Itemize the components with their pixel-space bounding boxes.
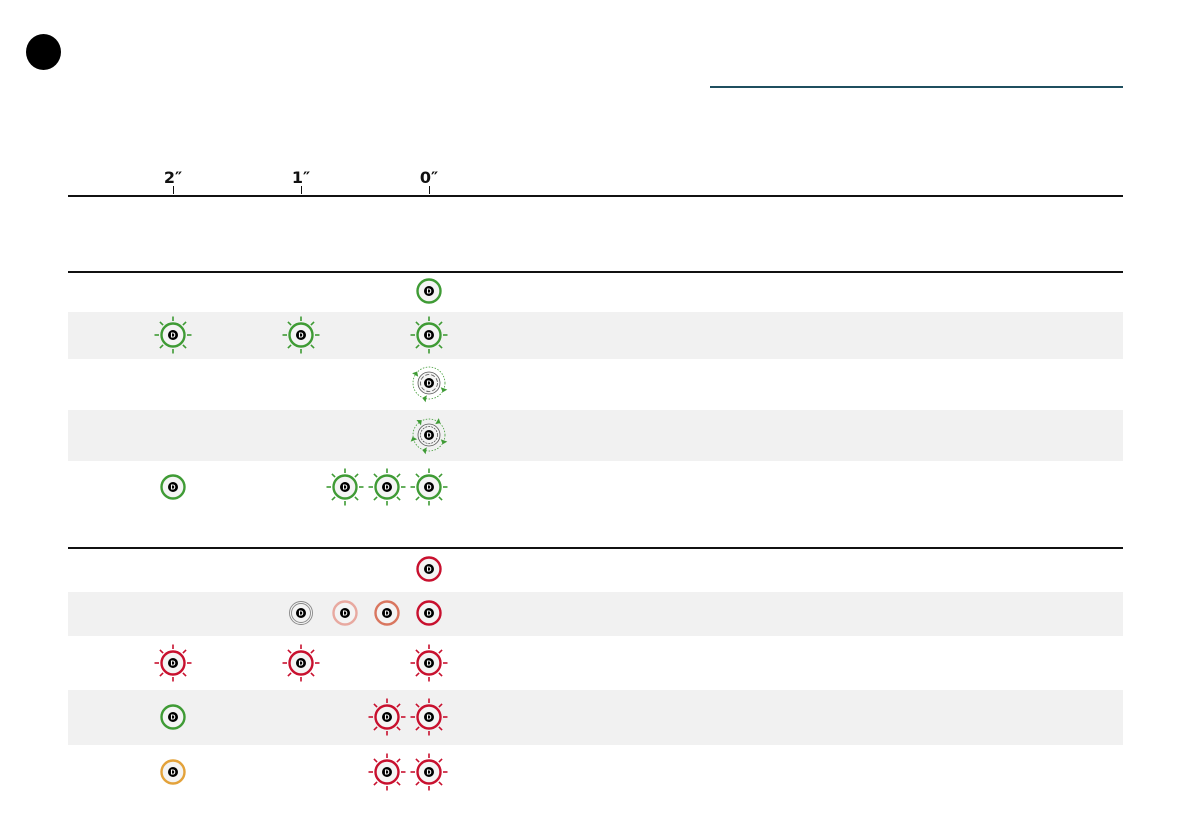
- tick-label: 2″: [163, 168, 183, 187]
- indicator-flash-green-icon: D: [154, 316, 192, 354]
- svg-text:D: D: [426, 485, 431, 492]
- table-row: [68, 359, 1123, 410]
- svg-text:D: D: [384, 715, 389, 722]
- group-divider: [68, 547, 1123, 549]
- axis-line: [68, 195, 1123, 197]
- svg-text:D: D: [170, 770, 175, 777]
- svg-text:D: D: [342, 485, 347, 492]
- svg-text:D: D: [426, 715, 431, 722]
- indicator-flash-red-icon: D: [410, 644, 448, 682]
- indicator-flash-red-icon: D: [282, 644, 320, 682]
- svg-text:D: D: [170, 715, 175, 722]
- svg-text:D: D: [170, 661, 175, 668]
- tick-label: 0″: [419, 168, 439, 187]
- tick-label: 1″: [291, 168, 311, 187]
- svg-text:D: D: [384, 611, 389, 618]
- table-row: [68, 549, 1123, 592]
- tick-mark: [173, 186, 174, 194]
- indicator-rotate-fast-green-icon: D: [410, 418, 448, 455]
- svg-text:D: D: [426, 381, 431, 388]
- table-row: [68, 461, 1123, 548]
- svg-text:D: D: [426, 333, 431, 340]
- tick-mark: [429, 186, 430, 194]
- indicator-solid-green-icon: D: [160, 704, 186, 730]
- indicator-flash-green-icon: D: [282, 316, 320, 354]
- svg-text:D: D: [426, 770, 431, 777]
- svg-text:D: D: [426, 611, 431, 618]
- table-row: [68, 690, 1123, 745]
- indicator-solid-green-icon: D: [160, 474, 186, 500]
- table-row: [68, 592, 1123, 636]
- indicator-flash-green-icon: D: [326, 468, 364, 506]
- indicator-solid-red-icon: D: [416, 556, 442, 582]
- group-divider: [68, 271, 1123, 273]
- indicator-rotate-slow-green-icon: D: [412, 366, 448, 403]
- tick-mark: [301, 186, 302, 194]
- indicator-flash-green-icon: D: [410, 468, 448, 506]
- svg-text:D: D: [426, 433, 431, 440]
- table-row: [68, 272, 1123, 312]
- svg-text:D: D: [384, 485, 389, 492]
- svg-text:D: D: [298, 611, 303, 618]
- svg-text:D: D: [170, 485, 175, 492]
- table-row: [68, 745, 1123, 800]
- svg-text:D: D: [298, 661, 303, 668]
- svg-text:D: D: [342, 611, 347, 618]
- indicator-flash-red-icon: D: [154, 644, 192, 682]
- svg-text:D: D: [298, 333, 303, 340]
- indicator-flash-red-icon: D: [410, 753, 448, 791]
- table-row: [68, 410, 1123, 461]
- svg-text:D: D: [426, 567, 431, 574]
- svg-text:D: D: [426, 289, 431, 296]
- indicator-solid-pink-icon: D: [331, 600, 358, 626]
- svg-text:D: D: [426, 661, 431, 668]
- indicator-flash-red-icon: D: [368, 698, 406, 736]
- svg-text:D: D: [384, 770, 389, 777]
- indicator-flash-green-icon: D: [410, 316, 448, 354]
- table-row: [68, 636, 1123, 690]
- indicator-solid-orange-icon: D: [160, 759, 186, 785]
- indicator-solid-red-icon: D: [416, 600, 442, 626]
- indicator-solid-green-icon: D: [416, 278, 442, 304]
- indicator-flash-red-icon: D: [410, 698, 448, 736]
- table-row: [68, 312, 1123, 359]
- svg-text:D: D: [170, 333, 175, 340]
- header-rule: [710, 86, 1123, 88]
- indicator-flash-green-icon: D: [368, 468, 406, 506]
- indicator-solid-salmon-icon: D: [374, 600, 400, 626]
- indicator-flash-red-icon: D: [368, 753, 406, 791]
- indicator-double-gray-icon: D: [289, 601, 313, 625]
- section-bullet: [26, 34, 61, 70]
